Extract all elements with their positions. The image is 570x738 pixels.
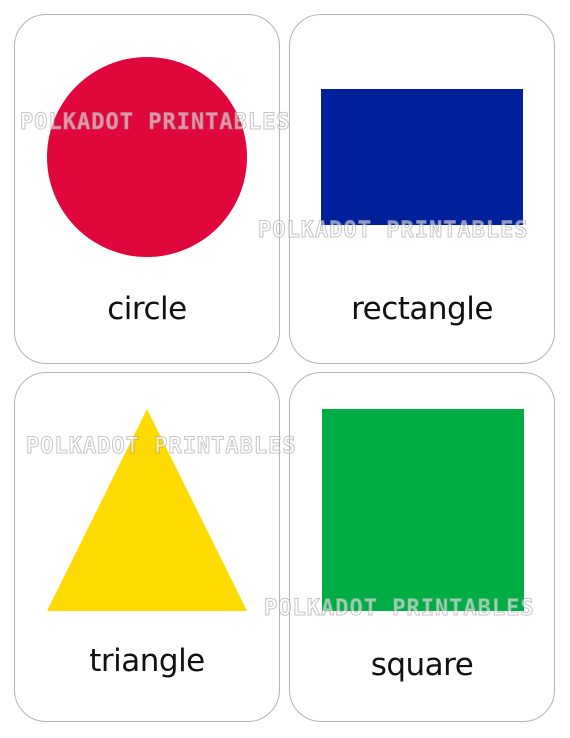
flashcard-rectangle: rectangle [289, 14, 555, 364]
square-shape [322, 409, 524, 611]
flashcard-circle: circle [14, 14, 280, 364]
card-label-circle: circle [107, 291, 187, 327]
rectangle-shape [321, 89, 523, 225]
card-label-rectangle: rectangle [351, 291, 493, 327]
flashcard-square: square [289, 372, 555, 722]
flashcard-triangle: triangle [14, 372, 280, 722]
triangle-shape [47, 409, 247, 611]
card-label-square: square [370, 647, 474, 683]
circle-shape [47, 57, 247, 257]
card-label-triangle: triangle [89, 643, 205, 679]
